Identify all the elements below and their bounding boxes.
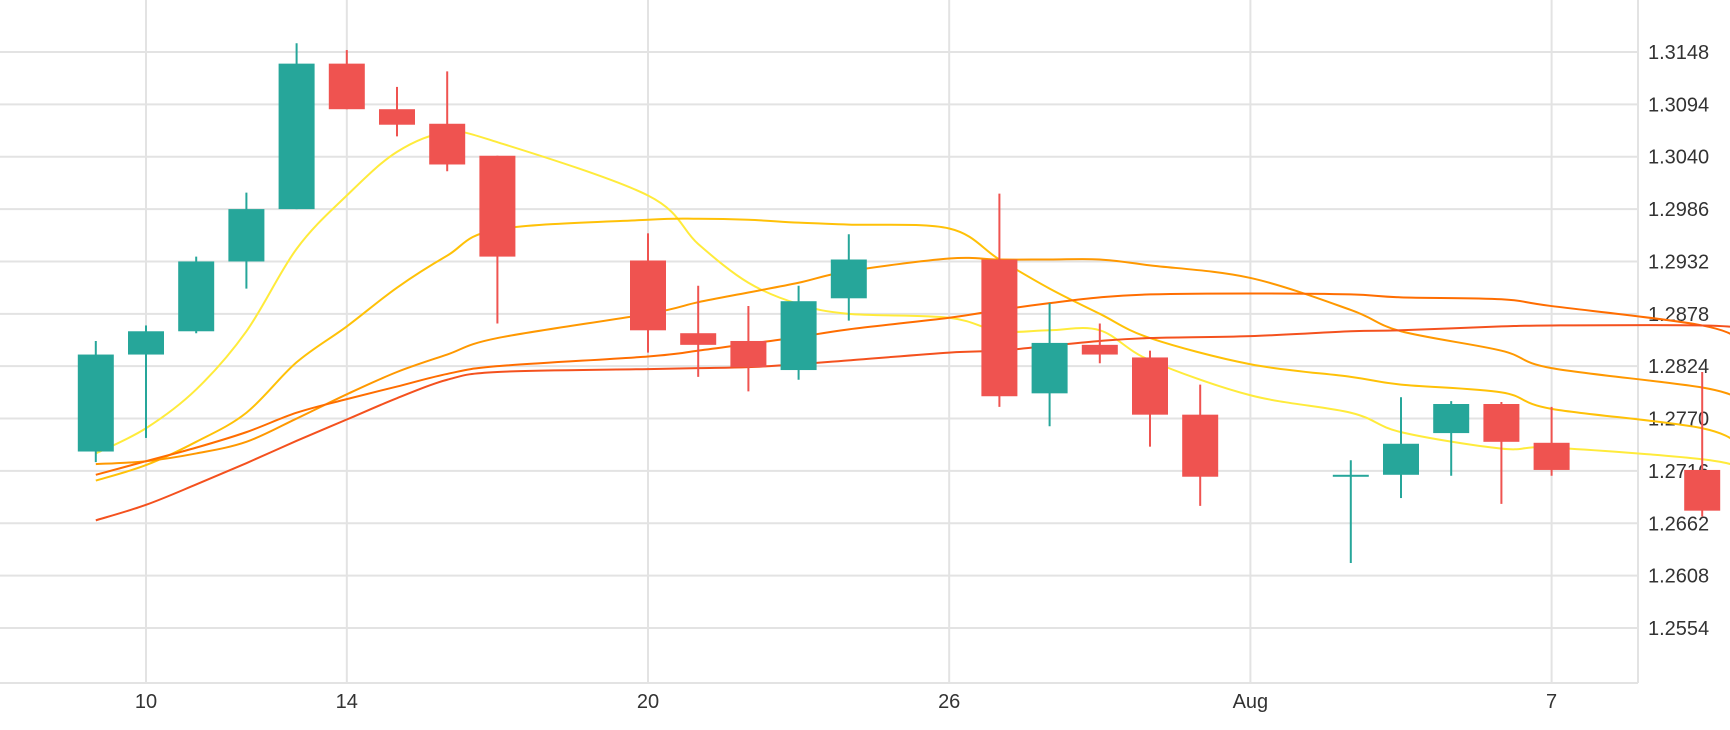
candle-body: [128, 331, 164, 355]
candle-body: [379, 109, 415, 125]
candle-body: [680, 333, 717, 345]
candle-body: [278, 63, 315, 210]
candle-body: [981, 259, 1018, 397]
candle-body: [630, 260, 666, 331]
y-tick-label: 1.2662: [1648, 513, 1709, 535]
candle-body: [1132, 357, 1168, 415]
x-tick-label: 10: [135, 691, 157, 713]
x-tick-label: 20: [637, 691, 659, 713]
candle-body: [178, 261, 215, 332]
x-tick-label: Aug: [1233, 691, 1269, 713]
y-tick-label: 1.2932: [1648, 251, 1709, 273]
candle-body: [479, 155, 516, 257]
x-tick-label: 14: [336, 691, 358, 713]
candle-body: [1684, 469, 1721, 511]
candle-body: [328, 63, 365, 110]
y-tick-label: 1.2824: [1648, 356, 1709, 378]
candle-body: [77, 354, 114, 452]
candle-body: [1483, 404, 1520, 442]
candle-body: [1533, 442, 1570, 470]
y-tick-label: 1.2554: [1648, 618, 1709, 640]
y-tick-label: 1.3148: [1648, 42, 1709, 64]
candle-body: [830, 259, 867, 299]
candle-body: [1182, 414, 1219, 477]
x-tick-label: 26: [938, 691, 960, 713]
candle-body: [228, 209, 265, 262]
candle-body: [429, 123, 466, 165]
candle-body: [1383, 443, 1419, 475]
y-tick-label: 1.2986: [1648, 199, 1709, 221]
y-tick-label: 1.2608: [1648, 566, 1709, 588]
y-tick-label: 1.3040: [1648, 147, 1709, 169]
candle-body: [1332, 474, 1369, 477]
candle-body: [780, 301, 817, 371]
y-tick-label: 1.2770: [1648, 409, 1709, 431]
candle-body: [730, 340, 767, 368]
candle-body: [1433, 404, 1470, 434]
candle-body: [1031, 342, 1068, 394]
candle-body: [1081, 344, 1118, 355]
x-tick-label: 7: [1546, 691, 1557, 713]
y-tick-label: 1.3094: [1648, 94, 1709, 116]
